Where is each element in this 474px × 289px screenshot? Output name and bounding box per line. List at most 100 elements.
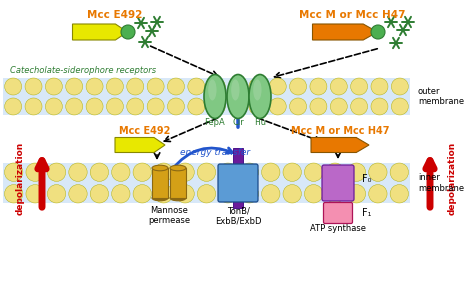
Circle shape: [25, 98, 42, 115]
Circle shape: [240, 185, 258, 203]
Circle shape: [262, 185, 280, 203]
Circle shape: [5, 185, 23, 203]
Circle shape: [5, 98, 22, 115]
Circle shape: [66, 98, 83, 115]
Circle shape: [283, 185, 301, 203]
Circle shape: [5, 163, 23, 181]
Circle shape: [197, 185, 216, 203]
Circle shape: [197, 163, 216, 181]
Circle shape: [46, 98, 63, 115]
Circle shape: [228, 78, 246, 95]
Circle shape: [147, 98, 164, 115]
Text: Mcc E492: Mcc E492: [119, 126, 171, 136]
Text: Mannose
permease: Mannose permease: [148, 206, 190, 225]
Circle shape: [26, 185, 45, 203]
Bar: [3, 78, 410, 115]
Circle shape: [127, 98, 144, 115]
Circle shape: [347, 185, 365, 203]
Circle shape: [107, 78, 123, 95]
Circle shape: [66, 78, 83, 95]
Ellipse shape: [231, 79, 239, 101]
Polygon shape: [312, 24, 377, 40]
Circle shape: [326, 163, 344, 181]
Ellipse shape: [253, 79, 262, 101]
Text: depolarization: depolarization: [16, 141, 25, 215]
Ellipse shape: [152, 195, 168, 201]
Circle shape: [390, 185, 409, 203]
Text: Catecholate-siderophore receptors: Catecholate-siderophore receptors: [10, 66, 156, 75]
Circle shape: [155, 185, 173, 203]
Text: outer
membrane: outer membrane: [418, 87, 464, 106]
Circle shape: [26, 163, 45, 181]
Bar: [3, 163, 410, 203]
Circle shape: [304, 163, 323, 181]
Circle shape: [269, 78, 286, 95]
Circle shape: [111, 163, 130, 181]
Text: F₀: F₀: [362, 174, 372, 184]
Text: Fiu: Fiu: [254, 118, 266, 127]
Text: FepA: FepA: [205, 118, 225, 127]
Text: Cir: Cir: [232, 118, 244, 127]
Text: ATP synthase: ATP synthase: [310, 224, 366, 233]
Circle shape: [69, 185, 87, 203]
Circle shape: [369, 163, 387, 181]
Circle shape: [167, 78, 184, 95]
Ellipse shape: [208, 79, 217, 101]
Circle shape: [390, 163, 409, 181]
Circle shape: [167, 98, 184, 115]
Circle shape: [188, 78, 205, 95]
Text: energy transfer: energy transfer: [180, 148, 250, 157]
Text: F₁: F₁: [362, 208, 372, 218]
Ellipse shape: [227, 75, 249, 118]
Text: inner
membrane: inner membrane: [418, 173, 464, 193]
Circle shape: [240, 163, 258, 181]
Circle shape: [347, 163, 365, 181]
Circle shape: [219, 185, 237, 203]
Circle shape: [219, 163, 237, 181]
Circle shape: [262, 163, 280, 181]
Circle shape: [371, 25, 385, 39]
Circle shape: [269, 98, 286, 115]
Ellipse shape: [152, 165, 168, 171]
Text: Mcc M or Mcc H47: Mcc M or Mcc H47: [291, 126, 389, 136]
Bar: [152, 168, 168, 198]
Circle shape: [371, 78, 388, 95]
Circle shape: [351, 78, 368, 95]
Circle shape: [310, 98, 327, 115]
Ellipse shape: [170, 195, 186, 201]
Circle shape: [111, 185, 130, 203]
Circle shape: [208, 98, 225, 115]
Circle shape: [107, 98, 123, 115]
Circle shape: [369, 185, 387, 203]
Ellipse shape: [204, 75, 226, 118]
Circle shape: [228, 98, 246, 115]
Circle shape: [310, 78, 327, 95]
Text: depolarization: depolarization: [447, 141, 456, 215]
FancyBboxPatch shape: [323, 203, 353, 223]
Bar: [170, 168, 186, 198]
Circle shape: [121, 25, 135, 39]
Circle shape: [249, 78, 266, 95]
Text: Mcc M or Mcc H47: Mcc M or Mcc H47: [299, 10, 405, 20]
FancyBboxPatch shape: [218, 164, 258, 202]
Circle shape: [392, 98, 408, 115]
Text: Mcc E492: Mcc E492: [87, 10, 143, 20]
Circle shape: [330, 78, 347, 95]
Circle shape: [127, 78, 144, 95]
Circle shape: [371, 98, 388, 115]
Circle shape: [188, 98, 205, 115]
Circle shape: [90, 185, 109, 203]
Polygon shape: [73, 24, 128, 40]
Polygon shape: [115, 138, 165, 153]
Polygon shape: [311, 138, 369, 153]
Circle shape: [133, 163, 151, 181]
Text: TonB/
ExbB/ExbD: TonB/ ExbB/ExbD: [215, 206, 261, 225]
Circle shape: [351, 98, 368, 115]
FancyBboxPatch shape: [322, 165, 354, 201]
Circle shape: [5, 78, 22, 95]
Circle shape: [86, 98, 103, 115]
Circle shape: [47, 185, 66, 203]
Circle shape: [330, 98, 347, 115]
Circle shape: [147, 78, 164, 95]
Circle shape: [326, 185, 344, 203]
